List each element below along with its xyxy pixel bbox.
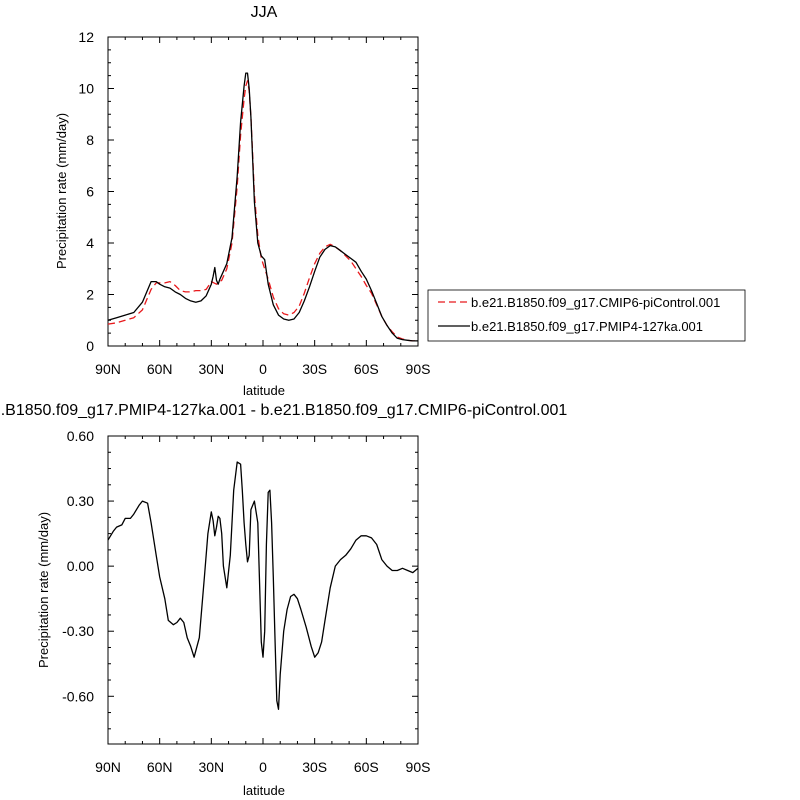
legend-label-127ka: b.e21.B1850.f09_g17.PMIP4-127ka.001 xyxy=(471,319,703,334)
x-tick-label: 90S xyxy=(406,361,431,377)
x-tick-label: 90S xyxy=(406,759,431,775)
pmip4-127ka-line xyxy=(107,72,418,342)
x-tick-label: 30N xyxy=(198,361,224,377)
y-tick-label: 0.00 xyxy=(67,558,94,574)
x-tick-label: 90N xyxy=(95,361,121,377)
bottom-plot-frame xyxy=(107,435,419,745)
y-tick-label: 0.30 xyxy=(67,493,94,509)
difference-line xyxy=(107,461,419,710)
legend: b.e21.B1850.f09_g17.CMIP6-piControl.001 … xyxy=(427,289,746,342)
top-ticks: 90N 60N 30N 0 30S 60S 90S 0 2 4 6 8 10 12 xyxy=(78,29,430,377)
top-x-axis-title: latitude xyxy=(243,383,285,398)
top-y-axis-title: Precipitation rate (mm/day) xyxy=(54,113,69,269)
top-chart: JJA 90N 60N 30N 0 30S 60S 90S 0 2 4 6 8 10 12 latitud… xyxy=(54,4,430,398)
y-tick-label: 10 xyxy=(78,81,94,97)
x-tick-label: 30S xyxy=(302,361,327,377)
x-tick-label: 90N xyxy=(95,759,121,775)
y-tick-label: 12 xyxy=(78,29,94,45)
x-tick-label: 30N xyxy=(198,759,224,775)
y-tick-label: -0.60 xyxy=(62,688,94,704)
top-plot-frame xyxy=(107,36,419,347)
legend-label-picontrol: b.e21.B1850.f09_g17.CMIP6-piControl.001 xyxy=(471,295,720,310)
y-tick-label: 0.60 xyxy=(67,428,94,444)
y-tick-label: 2 xyxy=(86,287,94,303)
x-tick-label: 0 xyxy=(259,361,267,377)
x-tick-label: 60N xyxy=(147,361,173,377)
bottom-chart: b.e21.B1850.f09_g17.PMIP4-127ka.001 - b.… xyxy=(0,402,567,798)
x-tick-label: 60N xyxy=(147,759,173,775)
bottom-chart-title: b.e21.B1850.f09_g17.PMIP4-127ka.001 - b.… xyxy=(0,402,567,419)
y-tick-label: -0.30 xyxy=(62,623,94,639)
bottom-series-lines xyxy=(107,461,419,710)
top-series-lines xyxy=(107,72,418,342)
legend-box xyxy=(427,289,746,342)
bottom-ticks: 90N 60N 30N 0 30S 60S 90S -0.60 -0.30 0.00 0.30 0.6… xyxy=(62,428,430,775)
bottom-x-axis-title: latitude xyxy=(243,783,285,798)
x-tick-label: 60S xyxy=(354,759,379,775)
x-tick-label: 60S xyxy=(354,361,379,377)
y-tick-label: 6 xyxy=(86,184,94,200)
y-tick-label: 8 xyxy=(86,132,94,148)
top-chart-title: JJA xyxy=(251,4,278,21)
x-tick-label: 30S xyxy=(302,759,327,775)
bottom-y-axis-title: Precipitation rate (mm/day) xyxy=(36,512,51,668)
picontrol-line xyxy=(107,80,418,342)
y-tick-label: 0 xyxy=(86,338,94,354)
x-tick-label: 0 xyxy=(259,759,267,775)
y-tick-label: 4 xyxy=(86,235,94,251)
